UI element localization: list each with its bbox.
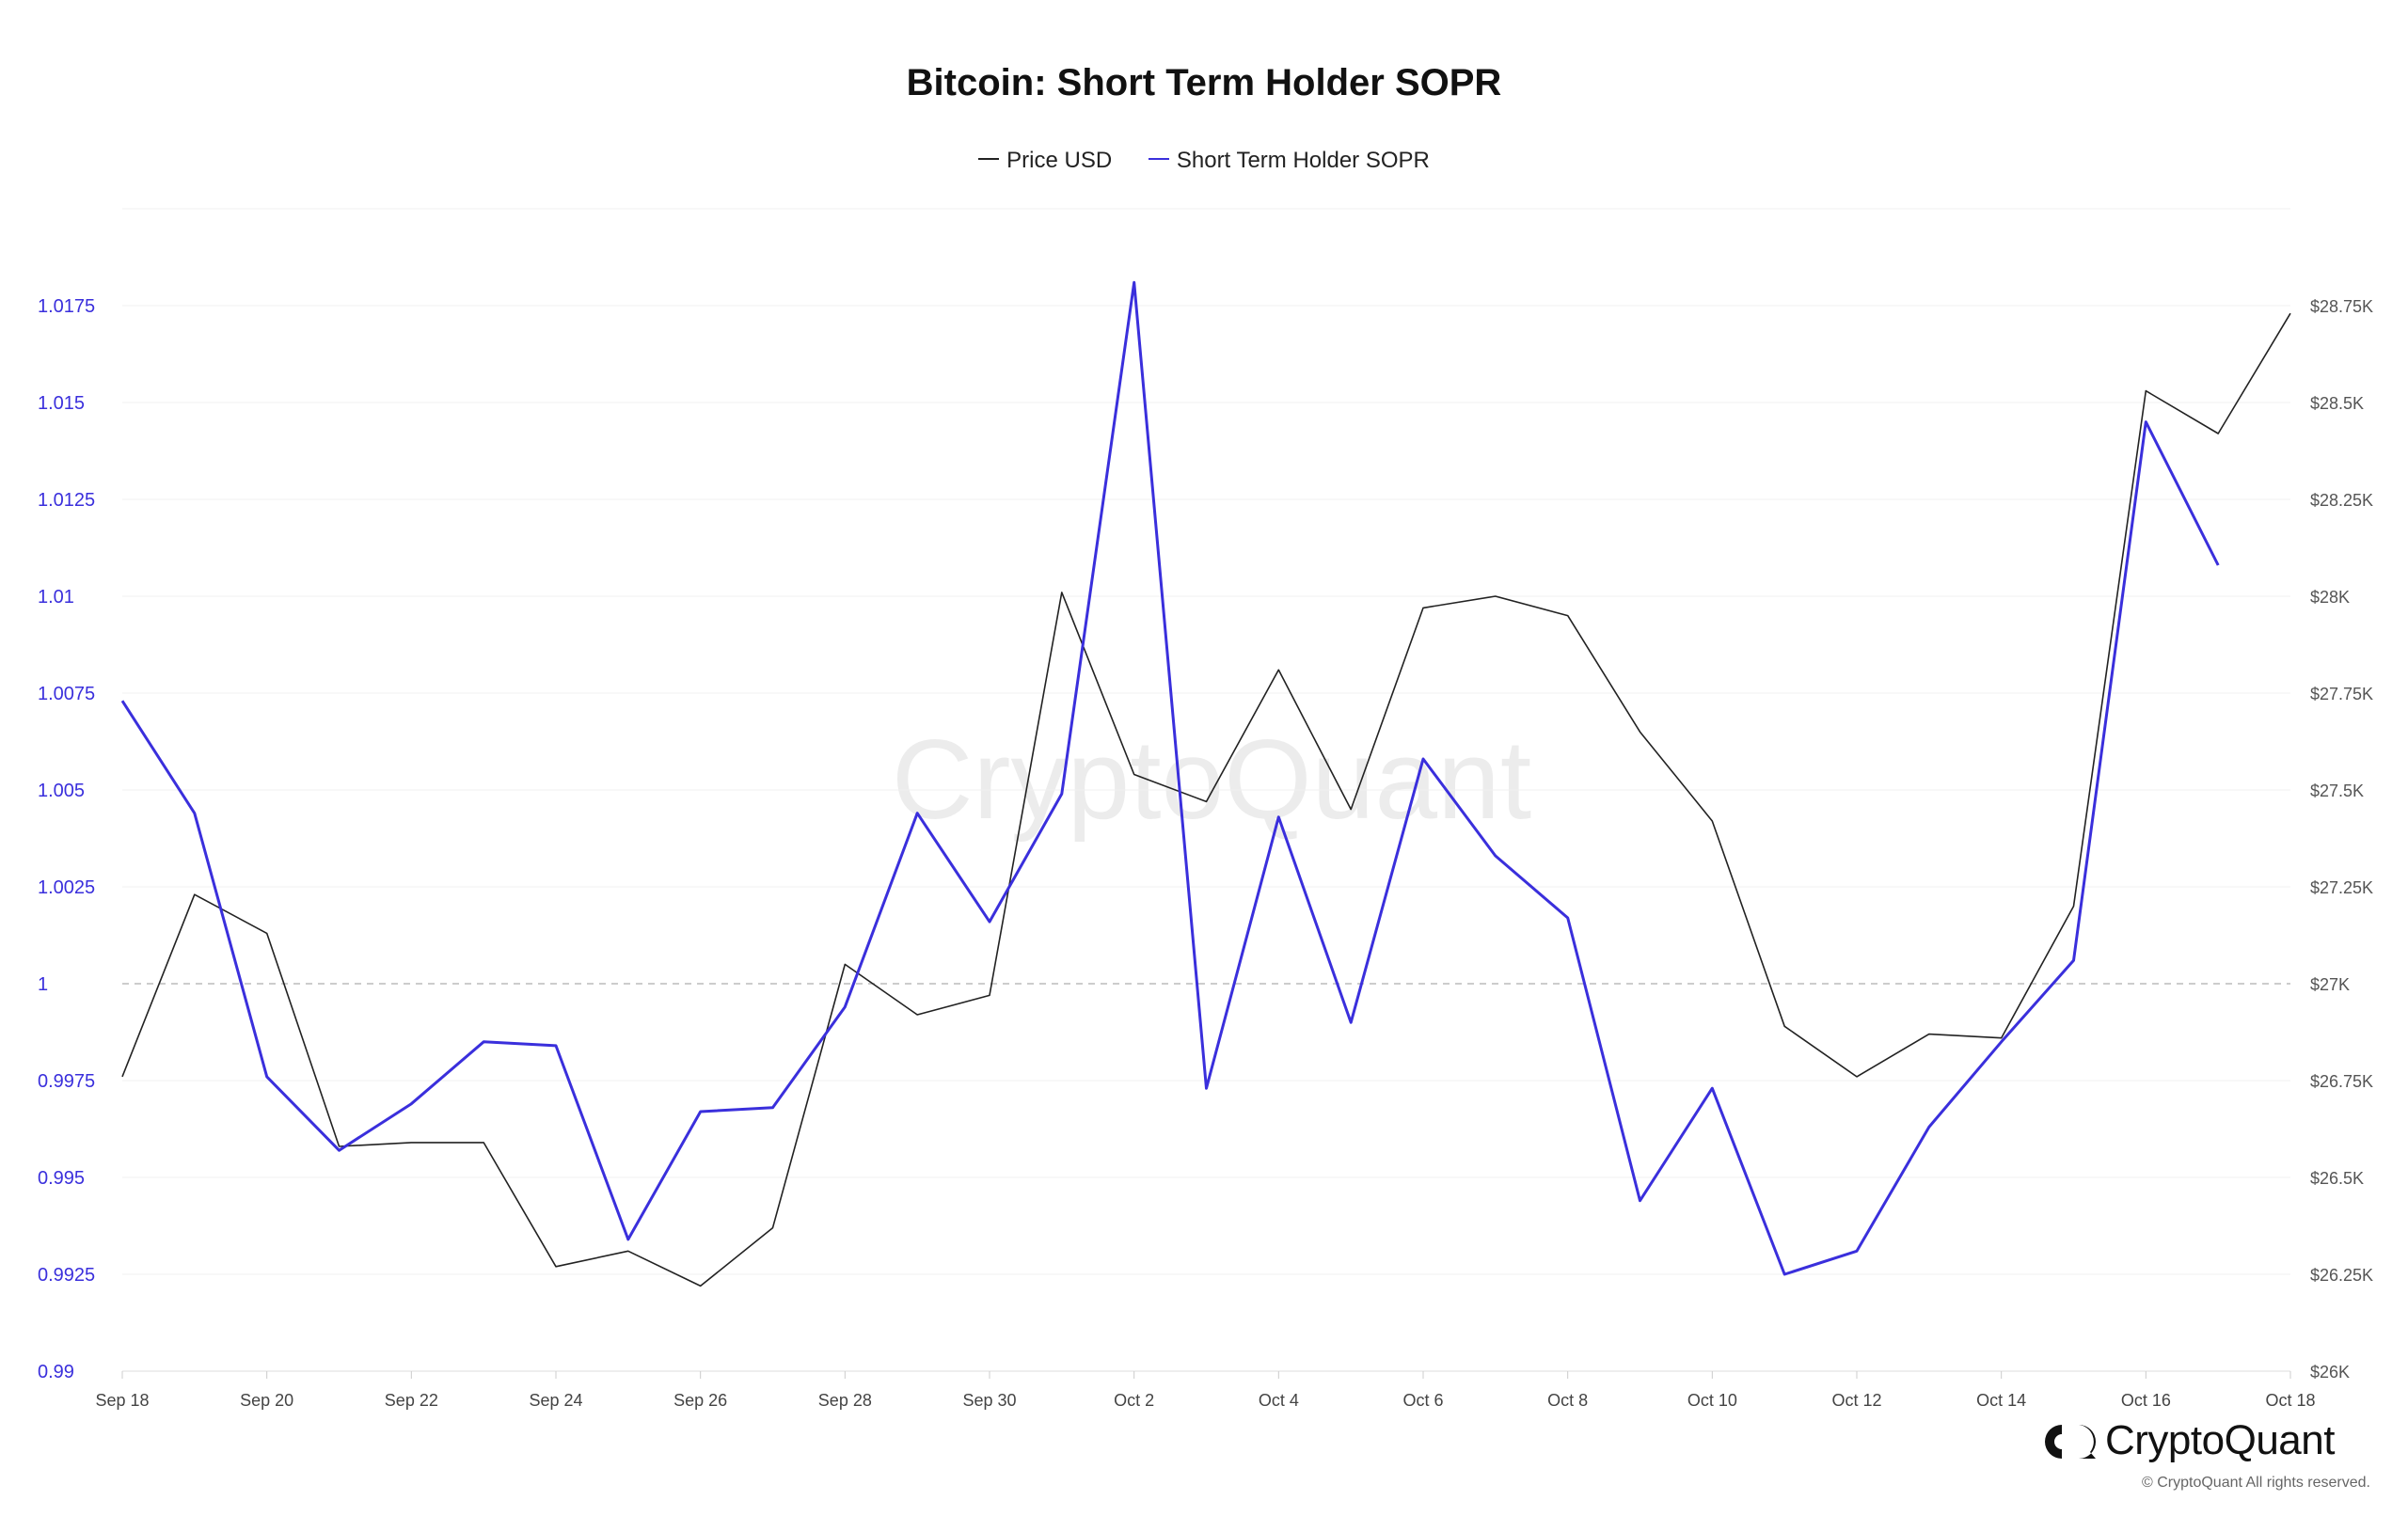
watermark: CryptoQuant <box>892 717 1531 843</box>
legend-label-price: Price USD <box>1006 147 1113 173</box>
x-tick-label: Oct 4 <box>1259 1391 1299 1410</box>
y-axis-right: $26K $26.25K $26.5K $26.75K $27K $27.25K $27.5… <box>2310 297 2373 1382</box>
legend-label-sopr: Short Term Holder SOPR <box>1176 147 1430 173</box>
x-tick-label: Sep 22 <box>385 1391 438 1410</box>
y-right-tick-label: $27.5K <box>2310 782 2364 800</box>
y-right-tick-label: $28K <box>2310 588 2350 607</box>
x-tick-label: Sep 28 <box>818 1391 872 1410</box>
legend-swatch-sopr <box>1148 158 1169 161</box>
y-left-tick-label: 0.99 <box>38 1362 74 1382</box>
y-right-tick-label: $27.75K <box>2310 685 2373 703</box>
y-left-tick-label: 1.0075 <box>38 684 95 704</box>
y-left-tick-label: 1.015 <box>38 393 85 414</box>
y-left-tick-label: 0.995 <box>38 1168 85 1189</box>
chart-title: Bitcoin: Short Term Holder SOPR <box>906 62 1502 103</box>
x-tick-label: Oct 10 <box>1687 1391 1737 1410</box>
x-tick-label: Oct 14 <box>1976 1391 2026 1410</box>
y-right-tick-label: $26K <box>2310 1363 2350 1382</box>
y-right-tick-label: $27.25K <box>2310 878 2373 897</box>
x-tick-label: Sep 26 <box>673 1391 727 1410</box>
legend-item-sopr[interactable]: Short Term Holder SOPR <box>1148 147 1430 174</box>
y-left-tick-label: 0.9925 <box>38 1265 95 1286</box>
y-right-tick-label: $26.5K <box>2310 1169 2364 1188</box>
y-right-tick-label: $26.75K <box>2310 1072 2373 1091</box>
y-left-tick-label: 1.0125 <box>38 490 95 511</box>
legend-swatch-price <box>978 158 1000 161</box>
y-left-tick-label: 1.0175 <box>38 296 95 317</box>
x-tick-label: Sep 18 <box>95 1391 149 1410</box>
y-left-tick-label: 0.9975 <box>38 1071 95 1092</box>
x-tick-label: Oct 6 <box>1402 1391 1443 1410</box>
x-tick-label: Sep 20 <box>240 1391 293 1410</box>
legend: Price USD Short Term Holder SOPR <box>0 147 2408 174</box>
cryptoquant-logo-icon <box>2045 1425 2096 1459</box>
x-tick-label: Sep 24 <box>529 1391 582 1410</box>
y-axis-left: 0.99 0.9925 0.995 0.9975 1 1.0025 1.005 1.0075 1… <box>38 296 95 1382</box>
y-left-tick-label: 1 <box>38 974 48 995</box>
x-tick-label: Oct 12 <box>1831 1391 1881 1410</box>
legend-item-price[interactable]: Price USD <box>978 148 1112 174</box>
y-left-tick-label: 1.005 <box>38 781 85 801</box>
grid <box>122 208 2290 1372</box>
y-right-tick-label: $28.25K <box>2310 491 2373 510</box>
x-tick-label: Oct 16 <box>2121 1391 2171 1410</box>
y-right-tick-label: $28.5K <box>2310 394 2364 413</box>
series-group <box>120 280 2291 1287</box>
x-tick-label: Oct 2 <box>1114 1391 1154 1410</box>
y-left-tick-label: 1.01 <box>38 587 74 608</box>
x-tick-label: Oct 8 <box>1547 1391 1588 1410</box>
y-right-tick-label: $27K <box>2310 975 2350 994</box>
copyright-text: © CryptoQuant All rights reserved. <box>2142 1475 2370 1491</box>
brand-name: CryptoQuant <box>2105 1417 2335 1463</box>
series-line-sopr[interactable] <box>120 280 2220 1276</box>
x-axis: Sep 18 Sep 20 Sep 22 Sep 24 Sep 26 Sep 28 Sep … <box>95 1371 2316 1410</box>
y-right-tick-label: $28.75K <box>2310 297 2373 316</box>
y-right-tick-label: $26.25K <box>2310 1266 2373 1285</box>
y-left-tick-label: 1.0025 <box>38 877 95 898</box>
x-tick-label: Sep 30 <box>962 1391 1016 1410</box>
x-tick-label: Oct 18 <box>2265 1391 2315 1410</box>
brand-logo: CryptoQuant <box>2041 1415 2370 1472</box>
series-line-price-usd[interactable] <box>121 312 2291 1287</box>
